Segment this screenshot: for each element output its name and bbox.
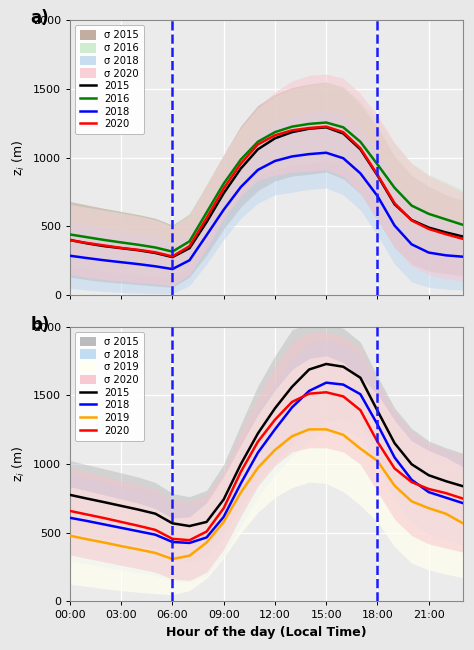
X-axis label: Hour of the day (Local Time): Hour of the day (Local Time) xyxy=(166,626,367,639)
Y-axis label: z$_i$ (m): z$_i$ (m) xyxy=(11,139,27,176)
Legend: σ 2015, σ 2016, σ 2018, σ 2020, 2015, 2016, 2018, 2020: σ 2015, σ 2016, σ 2018, σ 2020, 2015, 20… xyxy=(75,25,144,135)
Text: a): a) xyxy=(31,9,49,27)
Y-axis label: z$_i$ (m): z$_i$ (m) xyxy=(11,446,27,482)
Legend: σ 2015, σ 2018, σ 2019, σ 2020, 2015, 2018, 2019, 2020: σ 2015, σ 2018, σ 2019, σ 2020, 2015, 20… xyxy=(75,332,144,441)
Text: b): b) xyxy=(31,316,50,333)
